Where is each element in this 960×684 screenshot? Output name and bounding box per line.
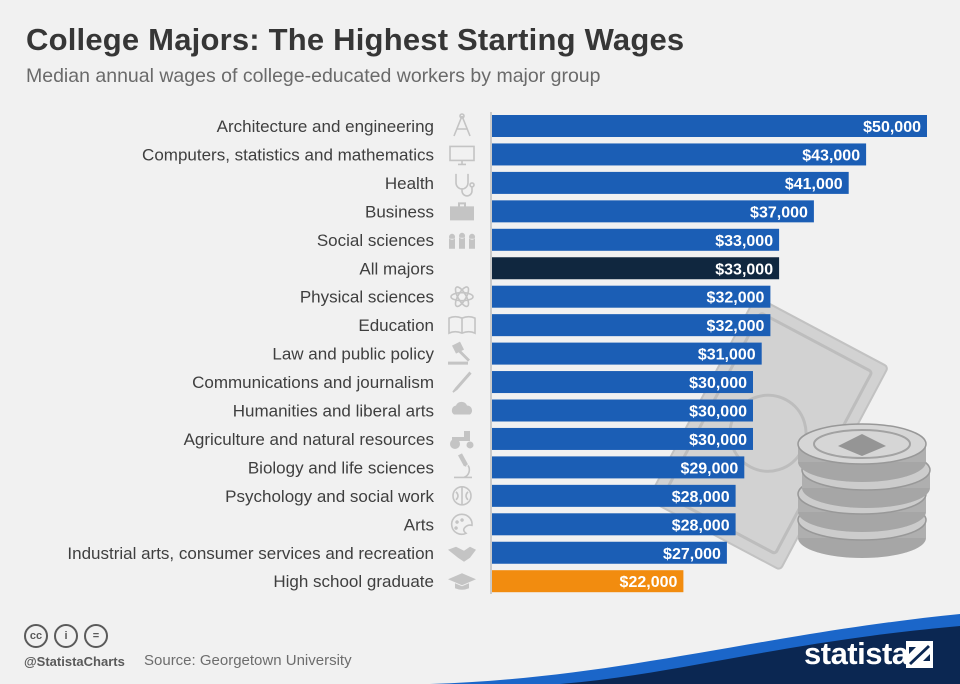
footer-swoosh — [430, 614, 960, 684]
book-icon — [448, 315, 476, 335]
tractor-icon — [450, 430, 474, 449]
category-label: Biology and life sciences — [248, 458, 434, 477]
monitor-icon — [449, 145, 475, 166]
bar — [492, 285, 771, 308]
value-label: $50,000 — [863, 119, 921, 136]
value-label: $32,000 — [707, 318, 765, 335]
stethoscope-icon — [455, 173, 475, 197]
creative-commons-icon: cc — [24, 624, 48, 648]
value-label: $28,000 — [672, 517, 730, 534]
briefcase-icon — [450, 202, 474, 221]
value-label: $37,000 — [750, 204, 808, 221]
category-label: High school graduate — [273, 572, 434, 591]
category-label: Communications and journalism — [192, 373, 434, 392]
value-label: $28,000 — [672, 489, 730, 506]
handshake-icon — [448, 546, 476, 562]
category-label: Computers, statistics and mathematics — [142, 145, 434, 164]
category-label: Education — [358, 316, 434, 335]
category-label: Humanities and liberal arts — [233, 402, 434, 421]
bar — [492, 371, 753, 394]
bar — [492, 342, 762, 365]
category-label: Physical sciences — [300, 288, 434, 307]
category-label: Health — [385, 174, 434, 193]
statista-logo[interactable]: statista — [804, 636, 909, 671]
category-label: Industrial arts, consumer services and r… — [67, 544, 434, 563]
bar — [492, 228, 780, 251]
no-derivatives-icon: = — [84, 624, 108, 648]
value-label: $27,000 — [663, 546, 721, 563]
value-label: $29,000 — [680, 460, 738, 477]
category-label: Psychology and social work — [225, 487, 434, 506]
brain-cloud-icon — [451, 401, 472, 415]
category-label: Business — [365, 202, 434, 221]
microscope-icon — [454, 453, 472, 479]
pen-icon — [452, 371, 472, 393]
value-label: $33,000 — [715, 261, 773, 278]
bar — [492, 484, 736, 507]
people-icon — [449, 232, 476, 249]
value-label: $30,000 — [689, 375, 747, 392]
bar — [492, 541, 727, 564]
bars-layer: Architecture and engineering $50,000 Compu… — [67, 113, 927, 593]
value-label: $30,000 — [689, 404, 747, 421]
value-label: $30,000 — [689, 432, 747, 449]
value-label: $41,000 — [785, 176, 843, 193]
category-label: Law and public policy — [272, 345, 434, 364]
value-label: $31,000 — [698, 347, 756, 364]
category-label: All majors — [359, 259, 434, 278]
category-label: Agriculture and natural resources — [184, 430, 434, 449]
bar — [492, 570, 684, 593]
gavel-icon — [448, 341, 470, 365]
statista-logo-mark — [906, 641, 933, 668]
chart-subtitle: Median annual wages of college-educated … — [26, 65, 601, 87]
social-handle[interactable]: @StatistaCharts — [24, 654, 125, 669]
graduation-cap-icon — [448, 573, 476, 590]
bar — [492, 257, 780, 280]
bar — [492, 200, 814, 223]
bar — [492, 171, 849, 194]
brain-icon — [452, 486, 472, 506]
atom-icon — [450, 286, 474, 308]
bar — [492, 427, 753, 450]
category-label: Social sciences — [317, 231, 434, 250]
value-label: $43,000 — [802, 147, 860, 164]
category-label: Arts — [404, 515, 434, 534]
category-label: Architecture and engineering — [217, 117, 434, 136]
bar — [492, 399, 753, 422]
value-label: $33,000 — [715, 233, 773, 250]
bar — [492, 115, 927, 137]
bar — [492, 513, 736, 536]
palette-icon — [450, 513, 473, 536]
attribution-icon: i — [54, 624, 78, 648]
source-note: Source: Georgetown University — [144, 652, 352, 669]
bar — [492, 456, 745, 479]
license-icons: cc i = — [24, 624, 108, 648]
value-label: $22,000 — [620, 574, 678, 591]
value-label: $32,000 — [707, 290, 765, 307]
chart-title: College Majors: The Highest Starting Wag… — [26, 22, 685, 57]
bar — [492, 314, 771, 337]
bar — [492, 143, 867, 166]
compass-icon — [453, 113, 471, 137]
